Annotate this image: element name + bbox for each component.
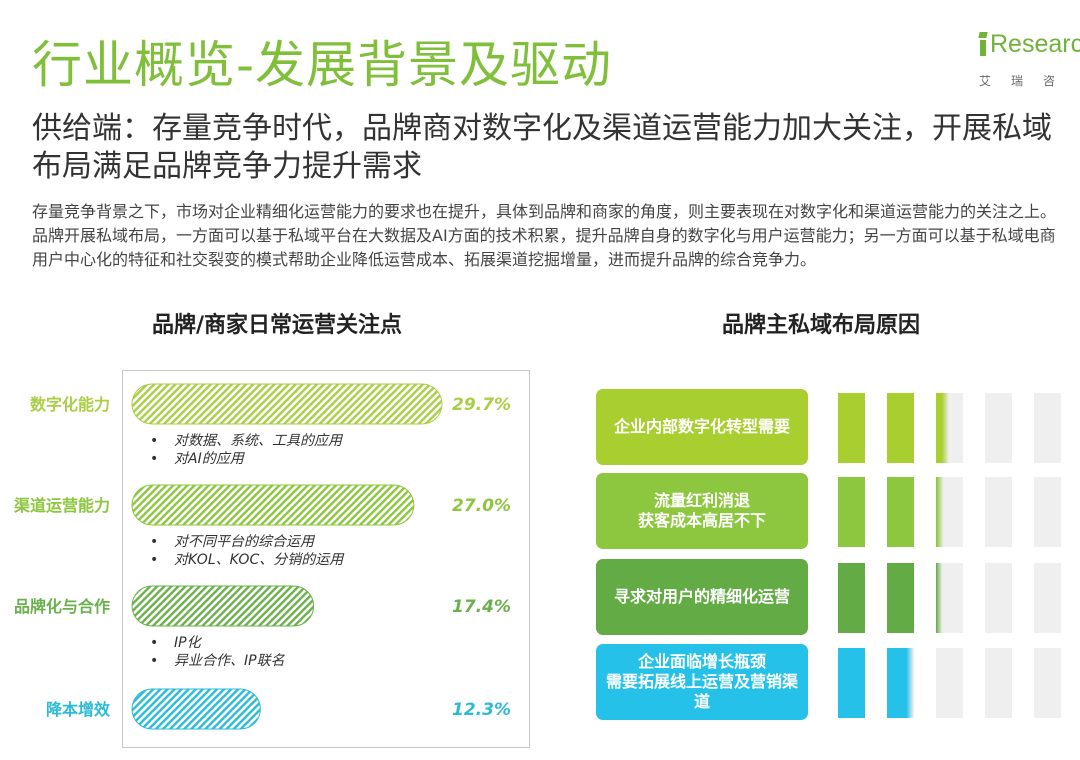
value-label: 29.7% — [452, 395, 511, 415]
reason-label: 寻求对用户的精细化运营 — [613, 587, 790, 606]
level-block — [936, 393, 963, 463]
level-block — [936, 477, 963, 547]
level-block — [985, 477, 1012, 547]
bullet-item: • 异业合作、IP联名 — [150, 653, 285, 669]
reasons-title: 品牌主私域布局原因 — [722, 313, 921, 338]
level-block — [887, 477, 914, 547]
level-block — [1034, 393, 1061, 463]
chart-title: 品牌/商家日常运营关注点 — [152, 313, 403, 338]
bullet-item: • 对AI的应用 — [150, 451, 244, 467]
logo-chinese-name: 艾瑞咨 — [979, 74, 1076, 88]
value-label: 17.4% — [452, 597, 511, 617]
logo-i-mark — [978, 32, 988, 56]
level-block — [985, 563, 1012, 633]
category-label: 降本增效 — [46, 700, 110, 719]
level-block — [887, 393, 914, 463]
bullet-list-channel: • 对不同平台的综合运用 • 对KOL、KOC、分销的运用 — [150, 533, 343, 569]
focus-bar-chart: 数字化能力 29.7% 渠道运营能力 27.0% 品牌化与合作 17.4% 降本增效 12.3… — [14, 383, 511, 730]
iresearch-logo: Researc 艾瑞咨 — [976, 22, 1080, 92]
level-block — [985, 393, 1012, 463]
bullet-item: • IP化 — [150, 635, 201, 651]
level-block — [936, 563, 963, 633]
level-block — [838, 393, 865, 463]
value-label: 27.0% — [452, 496, 511, 516]
level-block — [887, 648, 914, 718]
bullet-item: • 对不同平台的综合运用 — [150, 534, 314, 550]
bar — [131, 383, 443, 425]
bar — [131, 585, 315, 627]
category-label: 渠道运营能力 — [14, 496, 110, 515]
reason-level-indicator — [838, 648, 1066, 718]
bullet-item: • 对数据、系统、工具的应用 — [150, 433, 342, 449]
category-label: 数字化能力 — [30, 395, 110, 414]
bullet-item: • 对KOL、KOC、分销的运用 — [150, 552, 344, 568]
reason-label: 流量红利消退 获客成本高居不下 — [637, 491, 766, 530]
bullet-list-digital: • 对数据、系统、工具的应用 • 对AI的应用 — [150, 432, 342, 468]
level-block — [1034, 648, 1061, 718]
page-subtitle: 供给端：存量竞争时代，品牌商对数字化及渠道运营能力加大关注，开展私域布局满足品牌… — [32, 111, 1052, 184]
reason-box-refined-operation: 寻求对用户的精细化运营 — [596, 559, 808, 635]
reason-box-digital-transformation: 企业内部数字化转型需要 — [596, 389, 808, 465]
bar — [131, 688, 261, 730]
level-block — [838, 648, 865, 718]
level-block — [985, 648, 1012, 718]
reason-box-traffic-cost: 流量红利消退 获客成本高居不下 — [596, 473, 808, 549]
level-block — [887, 563, 914, 633]
value-label: 12.3% — [452, 700, 511, 720]
chart-frame — [122, 370, 530, 748]
reason-level-indicator — [838, 563, 1066, 633]
level-block — [1034, 477, 1061, 547]
level-block — [936, 648, 963, 718]
level-block — [838, 477, 865, 547]
level-block — [1034, 563, 1061, 633]
description-paragraph: 存量竞争背景之下，市场对企业精细化运营能力的要求也在提升，具体到品牌和商家的角度… — [32, 202, 1057, 269]
reason-level-indicator — [838, 477, 1066, 547]
bar — [131, 484, 415, 526]
reason-label: 企业内部数字化转型需要 — [613, 417, 790, 436]
reason-label: 企业面临增长瓶颈 需要拓展线上运营及营销渠道 — [605, 652, 798, 711]
reason-level-indicator — [838, 393, 1066, 463]
page-title: 行业概览-发展背景及驱动 — [32, 36, 613, 94]
bullet-list-brand: • IP化 • 异业合作、IP联名 — [150, 634, 285, 670]
reason-box-growth-bottleneck: 企业面临增长瓶颈 需要拓展线上运营及营销渠道 — [596, 644, 808, 720]
category-label: 品牌化与合作 — [14, 597, 110, 616]
level-block — [838, 563, 865, 633]
logo-wordmark: Researc — [990, 30, 1080, 58]
